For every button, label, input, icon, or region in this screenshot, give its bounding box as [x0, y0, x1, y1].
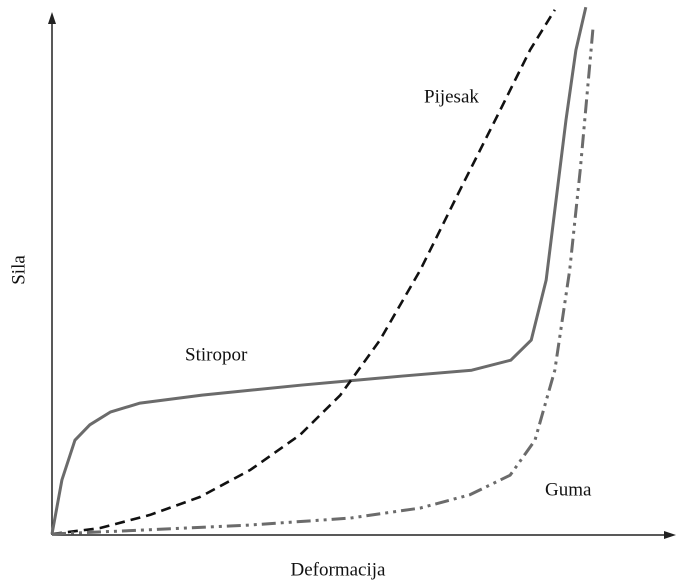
series-label: Pijesak [424, 86, 479, 107]
series-label: Stiropor [185, 344, 248, 365]
series-line [51, 25, 595, 536]
series-line [50, 6, 588, 535]
x-axis-label: Deformacija [291, 559, 387, 580]
x-axis-arrow [664, 531, 676, 539]
y-axis-label: Sila [8, 255, 29, 285]
series-line [51, 9, 556, 536]
series-label: Guma [545, 479, 592, 500]
y-axis-arrow [48, 12, 56, 24]
